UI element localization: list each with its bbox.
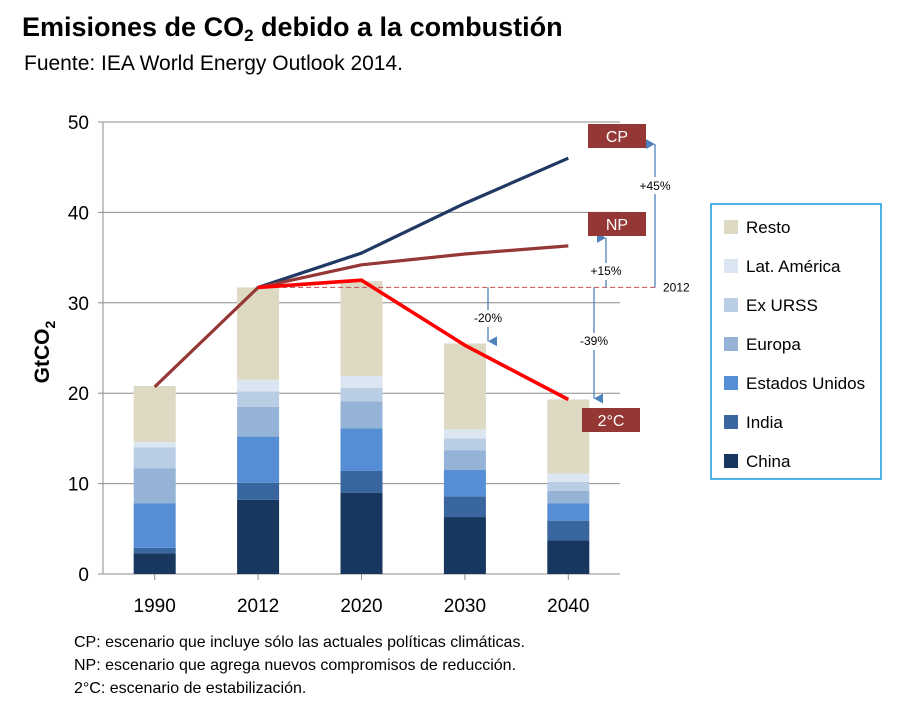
legend-swatch [724, 220, 738, 234]
x-tick-label: 2012 [237, 596, 279, 617]
change-label-cp: +45% [639, 179, 670, 193]
legend-swatch [724, 298, 738, 312]
x-tick-label: 2030 [444, 596, 486, 617]
legend-swatch [724, 454, 738, 468]
bar-segment-resto [340, 281, 383, 377]
legend-label: Ex URSS [746, 296, 818, 315]
bar-segment-estados-unidos [340, 428, 383, 471]
scenario-line-2c [257, 278, 570, 402]
reference-line-label: 2012 [663, 280, 690, 294]
label-bg [470, 310, 506, 327]
footnote-cp: CP: escenario que incluye sólo las actua… [74, 634, 525, 651]
label-bg [574, 333, 614, 350]
change-label-np: +15% [590, 264, 621, 278]
scenario-line-cp [257, 156, 569, 289]
scenario-badge-2c [582, 408, 640, 432]
bar-segment-estados-unidos [237, 436, 280, 483]
bar-segment-india [340, 470, 383, 493]
scenario-line-np [153, 244, 569, 389]
bar-segment-europa [237, 406, 280, 437]
x-tick-label: 1990 [134, 596, 176, 617]
legend-swatch [724, 337, 738, 351]
bar-segment-lat-am-rica [133, 442, 176, 448]
title-text-end: debido a la combustión [253, 12, 563, 42]
y-tick-label: 50 [68, 113, 89, 134]
bar-segment-ex-urss [443, 438, 486, 451]
y-tick-label: 30 [68, 294, 89, 315]
legend-frame [710, 203, 882, 480]
bar-segment-china [547, 540, 590, 574]
bar-segment-ex-urss [340, 387, 383, 402]
bar-segment-resto [443, 343, 486, 430]
bar-segment-china [237, 499, 280, 574]
x-tick-label: 2020 [340, 596, 382, 617]
bar-segment-lat-am-rica [443, 429, 486, 439]
bar-segment-india [237, 482, 280, 500]
bar-segment-india [443, 496, 486, 518]
change-label-2030: -20% [474, 311, 502, 325]
bar-segment-estados-unidos [443, 470, 486, 497]
change-label-2c: -39% [580, 334, 608, 348]
legend-swatch [724, 415, 738, 429]
scenario-badge-label: CP [606, 129, 628, 146]
bar-segment-lat-am-rica [547, 473, 590, 482]
bar-segment-europa [443, 450, 486, 471]
legend-label: Europa [746, 335, 801, 354]
legend-swatch [724, 259, 738, 273]
x-tick-label: 2040 [547, 596, 589, 617]
legend-label: Estados Unidos [746, 374, 865, 393]
legend-label: India [746, 413, 783, 432]
footnote-2c: 2°C: escenario de estabilización. [74, 680, 307, 697]
footnotes: CP: escenario que incluye sólo las actua… [74, 631, 525, 700]
scenario-badge-np [588, 212, 646, 236]
title-text: Emisiones de CO [22, 12, 245, 42]
bar-segment-europa [133, 468, 176, 504]
legend-label: Resto [746, 218, 790, 237]
scenario-badge-label: NP [606, 217, 628, 234]
label-bg [635, 177, 675, 194]
y-tick-label: 40 [68, 203, 89, 224]
legend-swatch [724, 376, 738, 390]
legend-label: Lat. América [746, 257, 841, 276]
bar-segment-china [443, 517, 486, 574]
bar-segment-ex-urss [133, 447, 176, 469]
y-axis-label: GtCO2 [31, 320, 58, 383]
bar-segment-estados-unidos [133, 503, 176, 548]
bar-segment-lat-am-rica [340, 376, 383, 388]
bar-segment-china [133, 553, 176, 574]
title-subscript: 2 [244, 26, 254, 45]
y-tick-label: 20 [68, 384, 89, 405]
bar-segment-resto [133, 385, 176, 443]
bar-segment-europa [340, 401, 383, 429]
bar-segment-india [547, 520, 590, 541]
scenario-badge-cp [588, 124, 646, 148]
bar-segment-lat-am-rica [237, 379, 280, 392]
chart-subtitle: Fuente: IEA World Energy Outlook 2014. [24, 52, 403, 75]
bar-segment-estados-unidos [547, 503, 590, 521]
footnote-np: NP: escenario que agrega nuevos compromi… [74, 657, 517, 674]
legend-label: China [746, 452, 791, 471]
scenario-badge-label: 2°C [598, 413, 625, 430]
chart-title: Emisiones de CO2 debido a la combustión [22, 12, 563, 46]
y-tick-label: 0 [78, 565, 89, 586]
y-tick-label: 10 [68, 475, 89, 496]
bar-segment-india [133, 547, 176, 554]
bar-segment-ex-urss [237, 391, 280, 407]
bar-segment-europa [547, 490, 590, 504]
bar-segment-china [340, 492, 383, 574]
bar-segment-ex-urss [547, 481, 590, 491]
label-bg [586, 263, 626, 280]
